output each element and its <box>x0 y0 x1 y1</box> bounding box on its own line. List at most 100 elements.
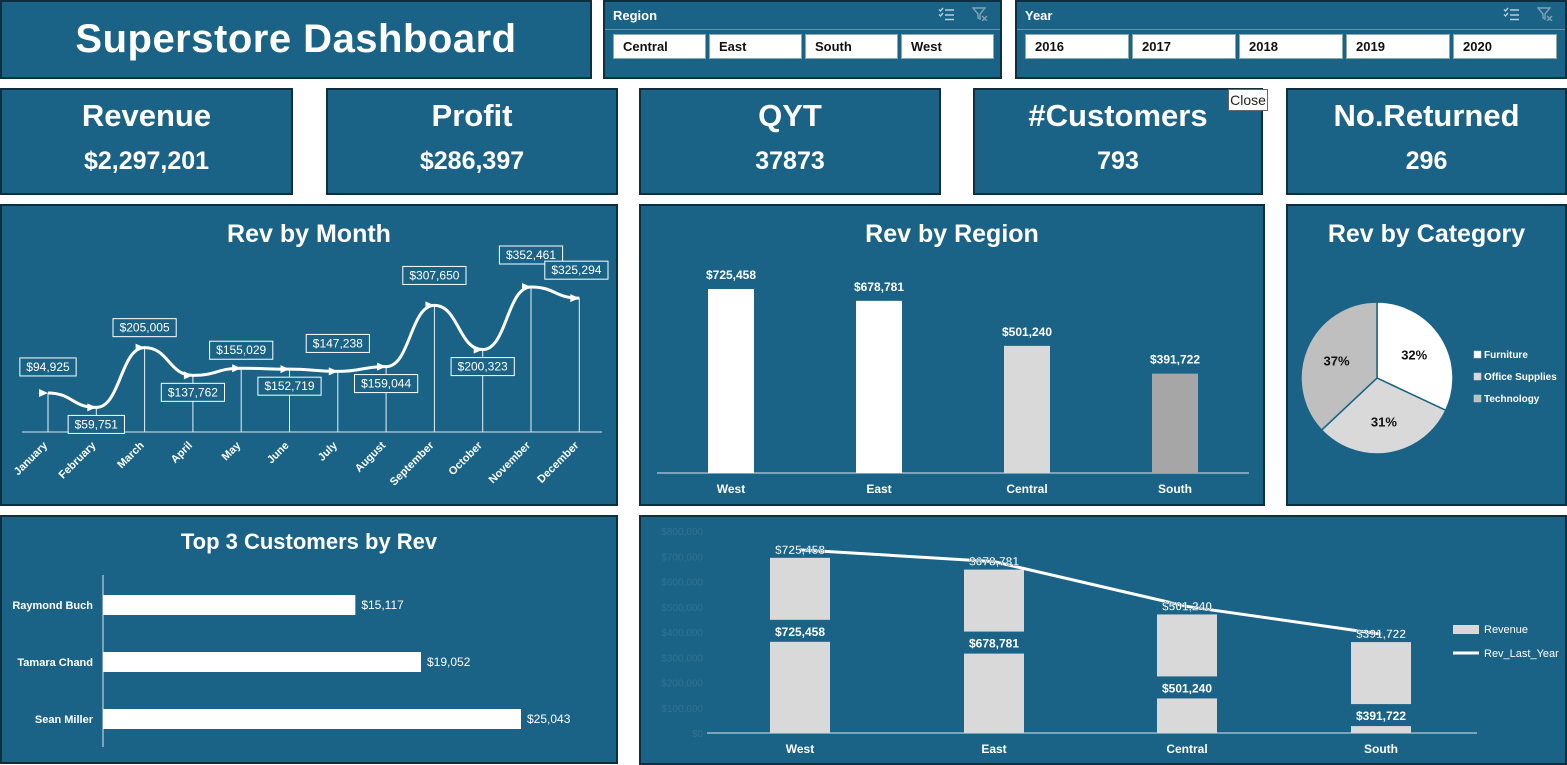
rev-by-region-panel: Rev by Region $725,458 West $678,781 East $5… <box>639 204 1265 506</box>
x-tick-label: West <box>717 482 745 496</box>
kpi-label: No.Returned <box>1333 98 1520 133</box>
x-tick-label: February <box>57 439 99 481</box>
clear-filter-icon[interactable] <box>972 7 988 21</box>
x-tick-label: September <box>388 439 437 488</box>
last-year-bar <box>964 569 1024 632</box>
legend-swatch <box>1473 372 1482 381</box>
data-label: $152,719 <box>264 379 314 393</box>
year-slicer: Year 2016 2017 2018 2019 2020 <box>1015 0 1567 79</box>
bar <box>103 709 521 729</box>
x-tick-label: March <box>115 439 147 471</box>
close-tooltip[interactable]: Close <box>1228 89 1268 111</box>
data-point-arrow <box>135 343 145 352</box>
y-tick-label: $200,000 <box>661 679 703 690</box>
region-chip-central[interactable]: Central <box>613 34 706 59</box>
data-label-box <box>498 245 564 265</box>
bar <box>1152 373 1198 473</box>
data-label: $15,117 <box>361 598 404 612</box>
y-tick-label: Raymond Buch <box>12 600 93 612</box>
region-chip-west[interactable]: West <box>901 34 994 59</box>
data-label-box <box>112 318 177 338</box>
year-chip-2019[interactable]: 2019 <box>1346 34 1450 59</box>
bar <box>103 652 422 672</box>
kpi-label: Revenue <box>81 98 212 133</box>
data-label: $159,044 <box>361 377 411 391</box>
data-label: $205,005 <box>120 321 170 335</box>
data-label-box <box>402 265 467 285</box>
multi-select-icon[interactable] <box>1503 7 1519 21</box>
legend-label: Technology <box>1484 394 1540 405</box>
dashboard-title: Superstore Dashboard <box>75 17 517 61</box>
kpi-label: QYT <box>758 98 822 133</box>
x-tick-label: Central <box>1006 482 1047 496</box>
legend-swatch <box>1453 625 1479 634</box>
x-tick-label: South <box>1364 742 1398 756</box>
bar <box>1004 345 1050 473</box>
data-label: $325,294 <box>551 263 601 277</box>
data-label-box <box>450 357 515 377</box>
data-label: $678,781 <box>854 280 904 294</box>
year-chip-2016[interactable]: 2016 <box>1025 34 1129 59</box>
y-tick-label: $800,000 <box>661 527 703 538</box>
data-point-arrow <box>328 367 338 376</box>
data-point-arrow <box>522 283 531 291</box>
last-year-bar <box>1157 614 1217 677</box>
chart-title: Rev by Category <box>1327 220 1526 248</box>
data-point-arrow <box>377 362 387 371</box>
year-chip-2018[interactable]: 2018 <box>1239 34 1343 59</box>
legend-label: Rev_Last_Year <box>1484 648 1559 660</box>
kpi-customers: #Customers 793 <box>973 88 1263 195</box>
x-tick-label: August <box>353 439 389 475</box>
data-label: $352,461 <box>506 248 556 262</box>
multi-select-icon[interactable] <box>938 7 954 21</box>
legend-swatch <box>1473 350 1482 359</box>
x-tick-label: Central <box>1166 742 1207 756</box>
y-tick-label: $300,000 <box>661 653 703 664</box>
x-tick-label: June <box>265 440 292 467</box>
year-chip-2017[interactable]: 2017 <box>1132 34 1236 59</box>
clear-filter-icon[interactable] <box>1537 7 1553 21</box>
data-point-arrow <box>87 403 97 412</box>
kpi-value: $286,397 <box>419 147 525 175</box>
region-chip-south[interactable]: South <box>805 34 898 59</box>
rev-by-month-chart: $94,925 $59,751 $205,005 $137,762 $155,029 $1… <box>12 245 609 488</box>
kpi-value: 37873 <box>755 147 825 175</box>
x-tick-label: April <box>169 440 195 466</box>
data-point-arrow <box>183 371 193 380</box>
x-tick-label: November <box>487 439 534 486</box>
x-tick-label: October <box>447 439 486 478</box>
region-slicer: Region Central East South West <box>603 0 1002 79</box>
pie-slice <box>1376 301 1454 412</box>
x-tick-label: December <box>535 439 582 486</box>
year-chip-2020[interactable]: 2020 <box>1453 34 1557 59</box>
pie-slice <box>1320 377 1447 455</box>
y-tick-label: $500,000 <box>661 603 703 614</box>
data-label: $678,781 <box>969 555 1019 569</box>
data-point-arrow <box>39 388 48 397</box>
data-label-box <box>354 374 419 394</box>
x-tick-label: West <box>786 742 814 756</box>
x-tick-label: July <box>316 439 341 464</box>
last-year-bar <box>1351 642 1411 705</box>
data-label: $147,238 <box>313 336 363 350</box>
x-tick-label: East <box>866 482 891 496</box>
legend-label: Office Supplies <box>1484 372 1557 383</box>
y-tick-label: Sean Miller <box>35 714 94 726</box>
data-label: $155,029 <box>216 343 266 357</box>
chart-title: Rev by Region <box>865 220 1039 248</box>
rev-vs-last-year-panel: $0 $100,000 $200,000 $300,000 $400,000 $500,0… <box>639 515 1567 765</box>
y-tick-label: $0 <box>692 729 704 740</box>
data-label-box <box>544 260 609 280</box>
rev-vs-last-year-chart: $0 $100,000 $200,000 $300,000 $400,000 $500,0… <box>661 527 1559 756</box>
data-label: $391,722 <box>1150 353 1200 367</box>
bar <box>708 289 754 473</box>
revenue-bar <box>1157 698 1217 733</box>
data-label-box <box>19 357 77 377</box>
kpi-value: 793 <box>1097 147 1139 175</box>
kpi-label: #Customers <box>1028 98 1208 133</box>
kpi-quantity: QYT 37873 <box>639 88 941 195</box>
bar <box>103 595 356 615</box>
data-label-box <box>257 376 322 396</box>
revenue-bar <box>964 653 1024 733</box>
region-chip-east[interactable]: East <box>709 34 802 59</box>
